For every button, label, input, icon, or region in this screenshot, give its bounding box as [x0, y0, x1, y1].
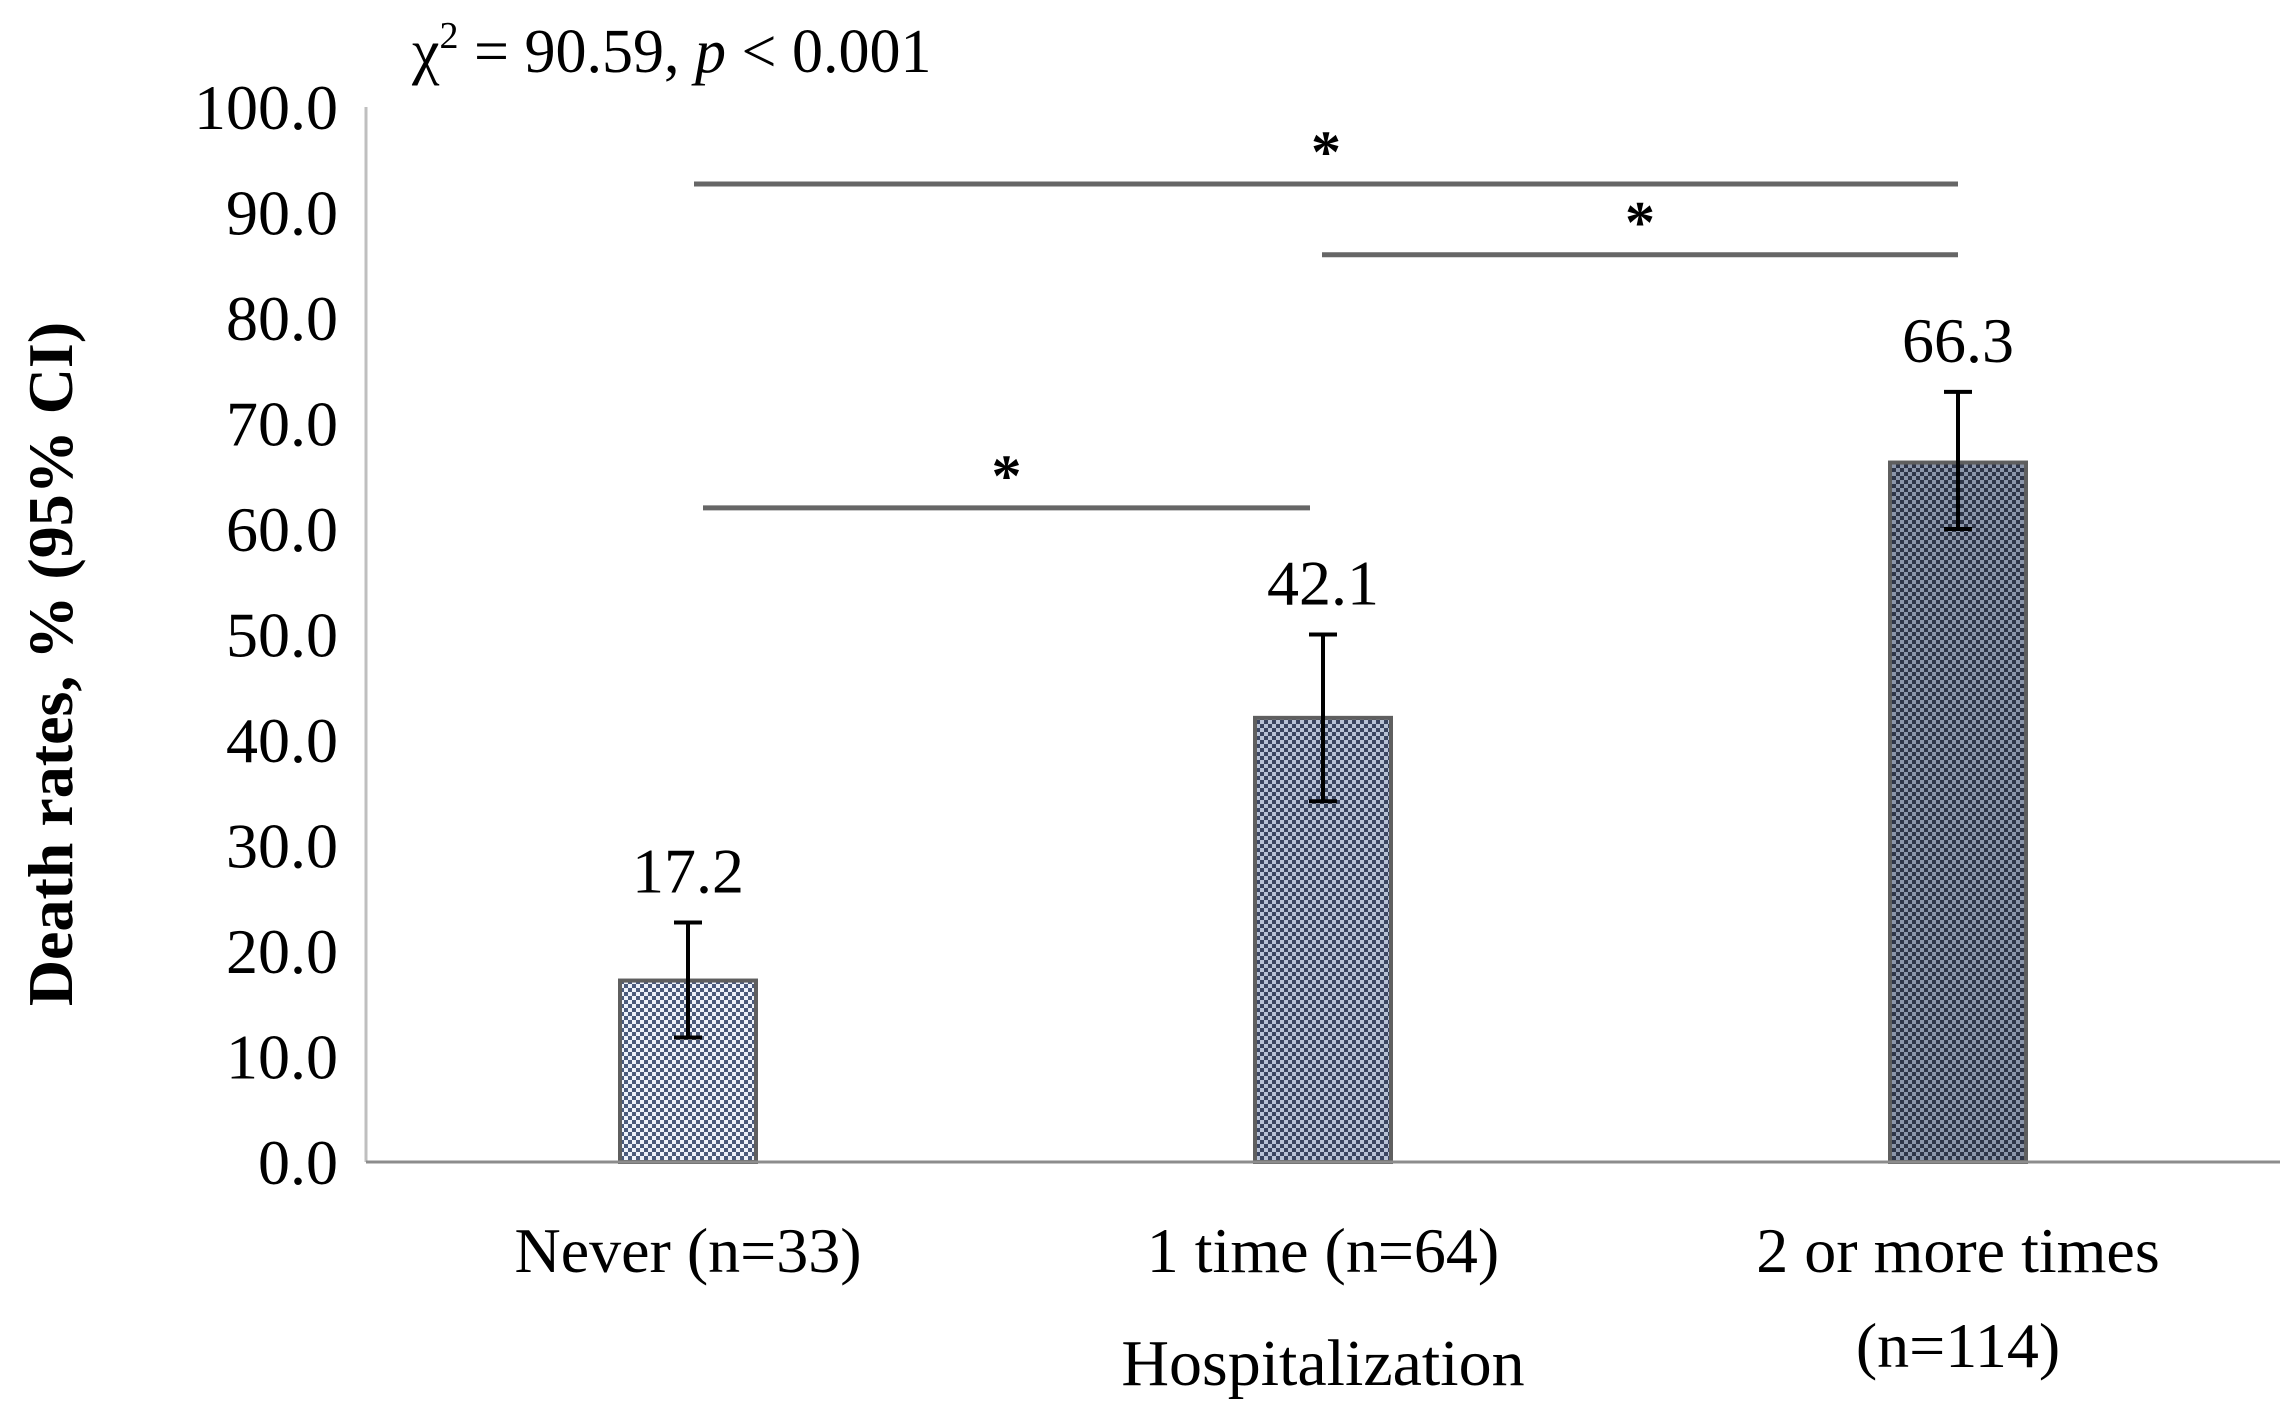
significance-star: * — [1625, 190, 1655, 256]
y-tick-label: 40.0 — [226, 705, 338, 776]
y-tick-label: 90.0 — [226, 178, 338, 249]
y-tick-label: 70.0 — [226, 389, 338, 460]
y-tick-label: 60.0 — [226, 494, 338, 565]
x-tick-label: 1 time (n=64) — [1147, 1215, 1499, 1286]
x-axis-title: Hospitalization — [1121, 1327, 1524, 1400]
y-tick-label: 80.0 — [226, 283, 338, 354]
y-tick-label: 30.0 — [226, 811, 338, 882]
data-label: 66.3 — [1902, 305, 2014, 376]
significance-star: * — [992, 443, 1022, 509]
y-tick-label: 0.0 — [258, 1127, 338, 1198]
bar — [1888, 460, 2028, 1165]
x-tick-label: Never (n=33) — [514, 1215, 861, 1286]
x-tick-label: (n=114) — [1856, 1310, 2060, 1381]
chi-square-annotation: χ2 = 90.59, p < 0.001 — [411, 15, 931, 86]
y-tick-label: 50.0 — [226, 600, 338, 671]
y-tick-label: 20.0 — [226, 916, 338, 987]
x-tick-label: 2 or more times — [1756, 1215, 2159, 1286]
y-tick-label: 100.0 — [194, 72, 338, 143]
significance-star: * — [1311, 119, 1341, 185]
y-tick-label: 10.0 — [226, 1022, 338, 1093]
data-label: 17.2 — [632, 836, 744, 907]
y-axis-title: Death rates, % (95% CI) — [15, 322, 86, 1006]
data-label: 42.1 — [1267, 548, 1379, 619]
